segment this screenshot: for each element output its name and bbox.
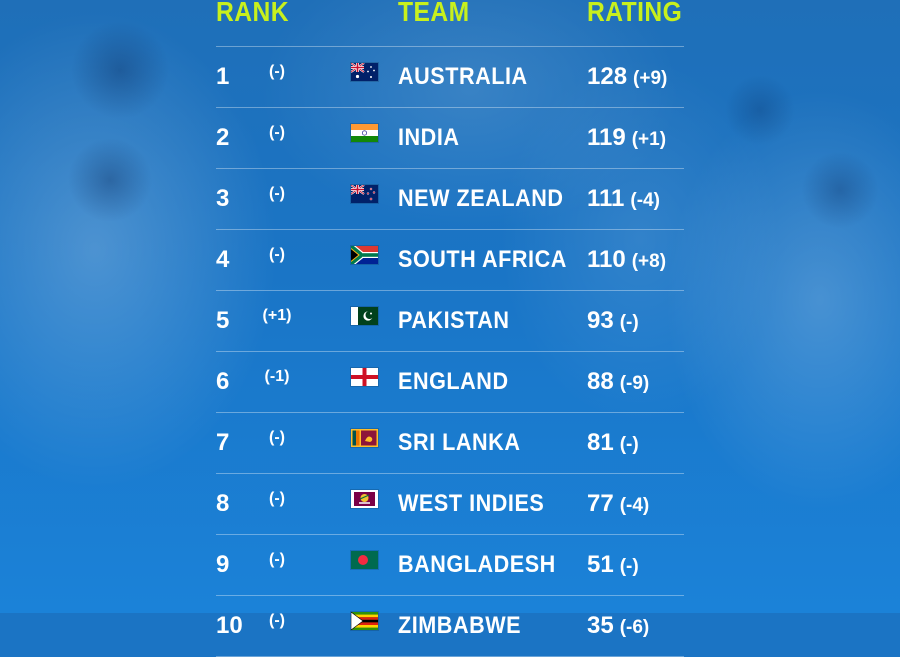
team-column-header: TEAM [398,0,470,27]
rank-number: 2 [216,124,230,151]
team-name: ZIMBABWE [398,612,522,639]
team-name: INDIA [398,124,460,151]
rating-change: (+1) [631,129,667,150]
rank-change: (-) [269,63,285,80]
rank-number: 10 [216,612,243,639]
rank-number: 6 [216,368,230,395]
rating-change: (-) [619,556,639,577]
rank-change: (+1) [262,307,292,324]
rating-value: 128 [587,63,628,90]
rating-change: (-6) [619,617,650,638]
flag-bangladesh-icon [351,551,378,569]
rank-number: 5 [216,307,230,334]
rating-change: (-4) [619,495,650,516]
team-name: NEW ZEALAND [398,185,564,212]
flag-pakistan-icon [351,307,378,325]
flag-india-icon [351,124,378,142]
flag-south-africa-icon [351,246,378,264]
rating-change: (-) [619,312,639,333]
flag-england-icon [351,368,378,386]
rank-change: (-) [269,246,285,263]
rating-value: 93 [587,307,614,334]
rating-cell: 128 (+9) [587,63,667,91]
rating-change: (+8) [631,251,667,272]
rating-change: (+9) [633,68,668,89]
rating-change: (-4) [630,190,660,211]
rating-cell: 51 (-) [587,551,639,579]
flag-zimbabwe-icon [351,612,378,630]
rank-number: 8 [216,490,230,517]
table-row: 5 (+1) PAKISTAN 93 (-) [216,291,684,352]
table-row: 4 (-) SOUTH AFRICA 110 (+8) [216,230,684,291]
table-row: 1 (-) AUSTRALIA 128 (+9) [216,47,684,108]
rating-change: (-) [619,434,639,455]
rating-cell: 77 (-4) [587,490,649,518]
team-name: SOUTH AFRICA [398,246,567,273]
table-row: 6 (-1) ENGLAND 88 (-9) [216,352,684,413]
rating-cell: 110 (+8) [587,246,666,274]
rank-column-header: RANK [216,0,289,27]
rating-value: 51 [587,551,614,578]
flag-australia-icon [351,63,378,81]
rating-cell: 81 (-) [587,429,639,457]
rating-cell: 93 (-) [587,307,639,335]
team-name: AUSTRALIA [398,63,528,90]
rank-change: (-) [269,429,285,446]
rating-cell: 119 (+1) [587,124,666,152]
table-row: 8 (-) WEST INDIES 77 (-4) [216,474,684,535]
rank-change: (-) [269,124,285,141]
flag-sri-lanka-icon [351,429,378,447]
rating-value: 88 [587,368,614,395]
table-row: 9 (-) BANGLADESH 51 (-) [216,535,684,596]
rating-value: 110 [587,246,626,273]
rank-change: (-) [269,490,285,507]
rating-cell: 88 (-9) [587,368,649,396]
team-name: WEST INDIES [398,490,545,517]
flag-west-indies-icon [351,490,378,508]
rating-value: 77 [587,490,614,517]
rank-number: 1 [216,63,230,90]
table-row: 10 (-) ZIMBABWE 35 (-6) [216,596,684,657]
table-header: RANK TEAM RATING [216,0,684,47]
rank-change: (-) [269,551,285,568]
team-name: ENGLAND [398,368,509,395]
rating-value: 35 [587,612,614,639]
background-photo [0,0,900,613]
table-row: 2 (-) INDIA 119 (+1) [216,108,684,169]
rankings-table: RANK TEAM RATING 1 (-) AUSTRALIA 128 (+9) [216,0,684,657]
rating-value: 119 [587,124,626,151]
rank-change: (-1) [264,368,290,385]
table-row: 7 (-) SRI LANKA 81 (-) [216,413,684,474]
table-row: 3 (-) NEW ZEALAND 111 (-4) [216,169,684,230]
rank-number: 7 [216,429,230,456]
flag-new-zealand-icon [351,185,378,203]
rank-change: (-) [269,612,285,629]
rank-change: (-) [269,185,285,202]
rank-number: 9 [216,551,230,578]
rank-number: 3 [216,185,230,212]
rating-value: 81 [587,429,614,456]
rating-column-header: RATING [587,0,683,27]
team-name: PAKISTAN [398,307,510,334]
team-name: BANGLADESH [398,551,556,578]
rating-value: 111 [587,185,625,212]
rank-number: 4 [216,246,230,273]
team-name: SRI LANKA [398,429,521,456]
rating-cell: 111 (-4) [587,185,660,213]
rating-cell: 35 (-6) [587,612,649,640]
rating-change: (-9) [619,373,650,394]
